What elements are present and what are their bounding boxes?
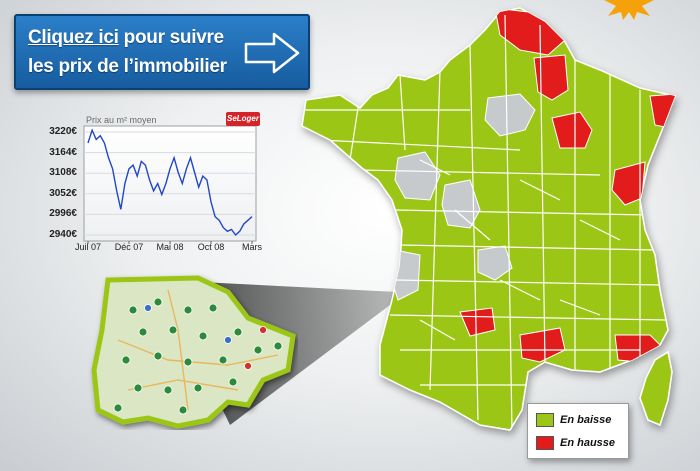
cta-line1: Cliquez ici pour suivre: [28, 27, 224, 49]
legend-label-baisse: En baisse: [560, 414, 612, 426]
legend-item-hausse: En hausse: [536, 435, 615, 451]
legend-swatch-green: [536, 413, 554, 427]
y-tick-label: 2996€: [49, 208, 77, 220]
chart-gridlines: [84, 131, 256, 244]
legend-swatch-red: [536, 436, 554, 450]
y-tick-label: 3164€: [49, 146, 77, 158]
region-grey-paris: [484, 93, 536, 137]
price-chart: Prix au m² moyen SeLoger 3220€ 3164€ 3108€…: [44, 112, 262, 260]
cta-banner[interactable]: Cliquez ici pour suivre les prix de l’im…: [14, 14, 310, 90]
detail-map[interactable]: [88, 270, 298, 430]
map-legend: En baisse En hausse: [527, 403, 629, 459]
department-borders: [302, 14, 666, 430]
x-tick-label: Déc 07: [114, 242, 144, 252]
region-red-var: [614, 334, 661, 363]
region-grey-centre: [441, 179, 481, 229]
department-regions: [302, 8, 675, 430]
cta-line2: les prix de l’immobilier: [28, 56, 227, 77]
y-tick-label: 2940€: [49, 229, 77, 240]
y-tick-label: 3052€: [49, 187, 77, 199]
legend-label-hausse: En hausse: [560, 437, 616, 449]
chart-plot: [83, 125, 257, 244]
seloger-logo: SeLoger: [226, 112, 260, 126]
burst-icon: [604, 0, 654, 20]
detail-roads: [117, 289, 279, 411]
region-red-lot: [459, 307, 496, 337]
region-red-gard: [519, 327, 566, 363]
price-line: [87, 128, 253, 237]
corsica: [639, 350, 673, 427]
y-tick-label: 3220€: [49, 126, 77, 137]
y-tick-label: 3108€: [49, 167, 77, 179]
detail-markers: [113, 297, 283, 415]
chart-title: Prix au m² moyen: [86, 115, 157, 125]
chart-plot-area: [83, 125, 257, 242]
france-outline: [301, 7, 677, 431]
arrow-right-icon[interactable]: [242, 30, 300, 76]
x-tick-label: Mars: [242, 242, 262, 252]
region-red-aisne: [533, 54, 569, 101]
cta-line1-text: pour suivre: [118, 27, 224, 48]
cta-link[interactable]: Cliquez ici: [28, 27, 119, 48]
legend-item-baisse: En baisse: [536, 412, 611, 428]
x-tick-label: Oct 08: [197, 242, 225, 252]
detail-map-shape: [91, 275, 296, 429]
x-tick-label: Mai 08: [156, 242, 184, 252]
x-tick-label: Juil 07: [74, 242, 102, 252]
